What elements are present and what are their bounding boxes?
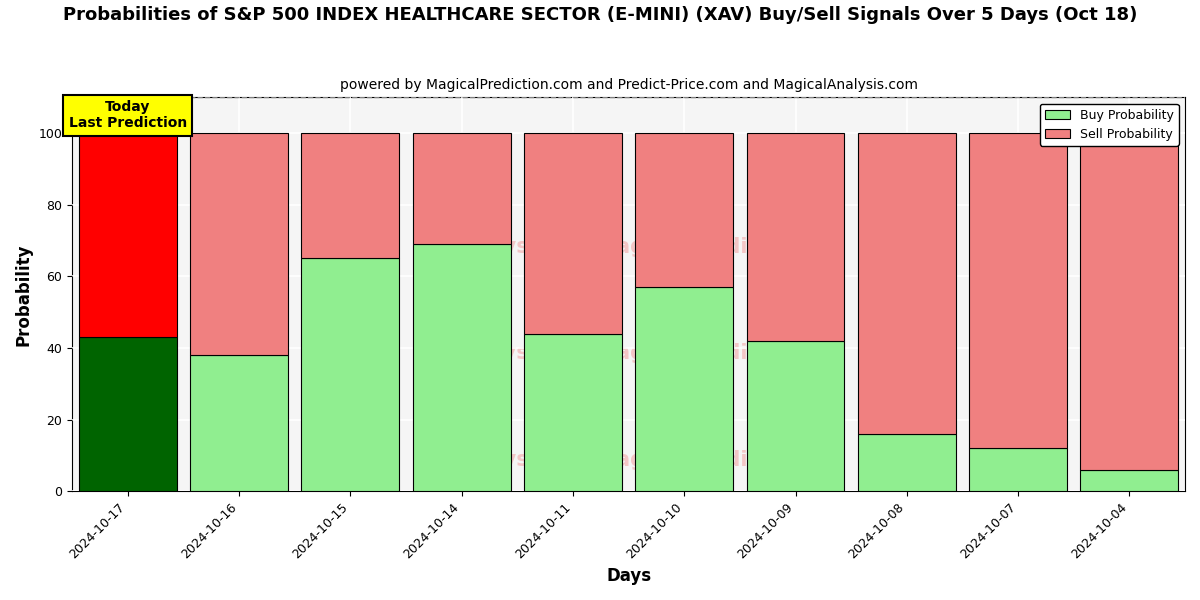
- Bar: [746, 341, 845, 491]
- Bar: [635, 287, 733, 491]
- Bar: [301, 133, 400, 259]
- Bar: [413, 244, 511, 491]
- Bar: [190, 355, 288, 491]
- Legend: Buy Probability, Sell Probability: Buy Probability, Sell Probability: [1040, 104, 1178, 146]
- Text: Probabilities of S&P 500 INDEX HEALTHCARE SECTOR (E-MINI) (XAV) Buy/Sell Signals: Probabilities of S&P 500 INDEX HEALTHCAR…: [62, 6, 1138, 24]
- X-axis label: Days: Days: [606, 567, 652, 585]
- Bar: [858, 133, 955, 434]
- Bar: [79, 337, 176, 491]
- Text: Today
Last Prediction: Today Last Prediction: [68, 100, 187, 130]
- Bar: [1080, 470, 1178, 491]
- Bar: [190, 133, 288, 355]
- Bar: [524, 334, 622, 491]
- Text: calAnalysis.co   MagicalPrediction.co: calAnalysis.co MagicalPrediction.co: [416, 343, 840, 364]
- Text: calAnalysis.co   MagicalPrediction.co: calAnalysis.co MagicalPrediction.co: [416, 450, 840, 470]
- Bar: [858, 434, 955, 491]
- Bar: [301, 259, 400, 491]
- Title: powered by MagicalPrediction.com and Predict-Price.com and MagicalAnalysis.com: powered by MagicalPrediction.com and Pre…: [340, 78, 918, 92]
- Bar: [413, 133, 511, 244]
- Bar: [1080, 133, 1178, 470]
- Text: calAnalysis.co   MagicalPrediction.co: calAnalysis.co MagicalPrediction.co: [416, 237, 840, 257]
- Y-axis label: Probability: Probability: [16, 243, 34, 346]
- Bar: [635, 133, 733, 287]
- Bar: [79, 133, 176, 337]
- Bar: [970, 448, 1067, 491]
- Bar: [746, 133, 845, 341]
- Bar: [524, 133, 622, 334]
- Bar: [970, 133, 1067, 448]
